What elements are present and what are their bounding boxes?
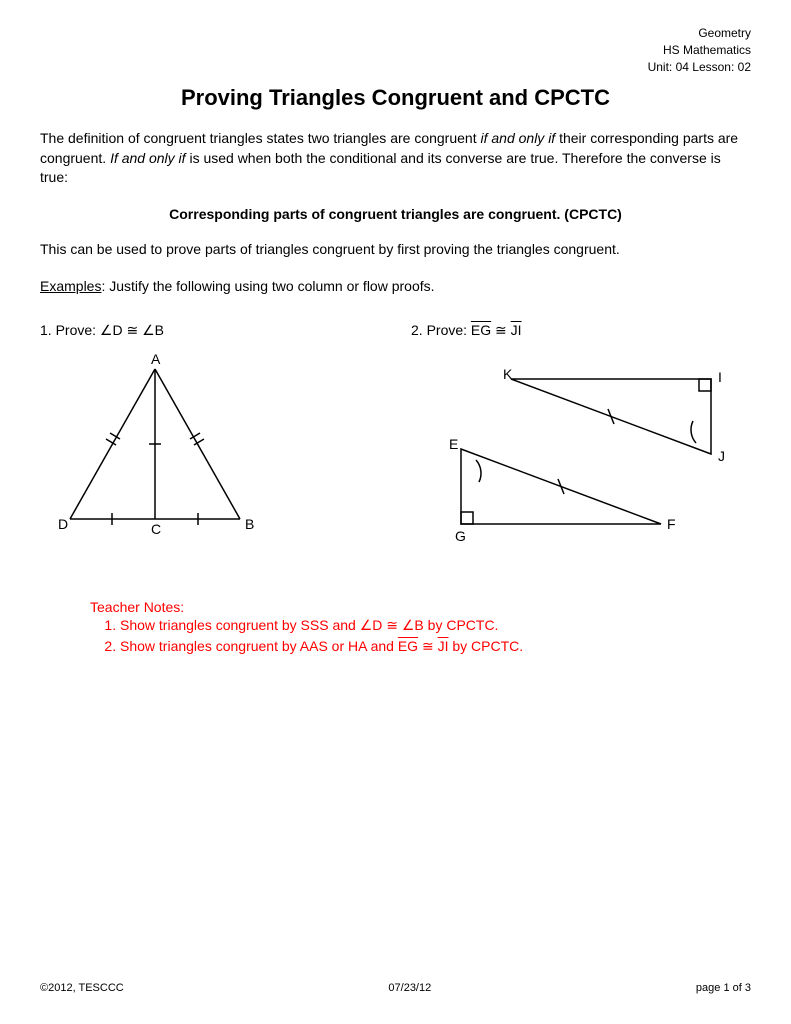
triangle-diagram-2: K I J E G F bbox=[411, 349, 751, 569]
problems-row: 1. Prove: ∠D ≅ ∠B A D bbox=[40, 322, 751, 569]
problem-1: 1. Prove: ∠D ≅ ∠B A D bbox=[40, 322, 371, 569]
teacher-note-2-part2: by CPCTC. bbox=[448, 638, 523, 654]
footer-copyright: ©2012, TESCCC bbox=[40, 982, 124, 994]
triangle-diagram-1: A D C B bbox=[40, 349, 270, 549]
header-line2: HS Mathematics bbox=[648, 42, 751, 59]
intro-paragraph: The definition of congruent triangles st… bbox=[40, 129, 751, 188]
intro-italic-1: if and only if bbox=[480, 130, 555, 146]
intro-italic-2: If and only if bbox=[110, 150, 186, 166]
usage-text: This can be used to prove parts of trian… bbox=[40, 240, 751, 260]
teacher-note-1: Show triangles congruent by SSS and ∠D ≅… bbox=[120, 615, 751, 636]
header-meta: Geometry HS Mathematics Unit: 04 Lesson:… bbox=[648, 25, 751, 75]
examples-text: : Justify the following using two column… bbox=[101, 278, 434, 294]
vertex-E: E bbox=[449, 436, 458, 452]
teacher-note-2-cong: ≅ bbox=[418, 638, 438, 654]
vertex-J: J bbox=[718, 448, 725, 464]
problem-2-seg2: JI bbox=[511, 322, 522, 338]
page-title: Proving Triangles Congruent and CPCTC bbox=[40, 85, 751, 111]
vertex-B: B bbox=[245, 516, 254, 532]
teacher-note-2-seg1: EG bbox=[398, 638, 418, 654]
examples-line: Examples: Justify the following using tw… bbox=[40, 277, 751, 297]
teacher-note-2-part1: Show triangles congruent by AAS or HA an… bbox=[120, 638, 398, 654]
problem-2-prefix: 2. Prove: bbox=[411, 322, 471, 338]
intro-text-1: The definition of congruent triangles st… bbox=[40, 130, 480, 146]
vertex-C: C bbox=[151, 521, 161, 537]
footer-date: 07/23/12 bbox=[388, 982, 431, 994]
cpctc-statement: Corresponding parts of congruent triangl… bbox=[40, 206, 751, 222]
teacher-note-2-seg2: JI bbox=[438, 638, 449, 654]
examples-label: Examples bbox=[40, 278, 101, 294]
footer-page: page 1 of 3 bbox=[696, 982, 751, 994]
problem-2: 2. Prove: EG ≅ JI K bbox=[411, 322, 751, 569]
vertex-G: G bbox=[455, 528, 466, 544]
teacher-notes-heading: Teacher Notes: bbox=[90, 599, 751, 615]
teacher-note-2: Show triangles congruent by AAS or HA an… bbox=[120, 636, 751, 657]
problem-2-cong: ≅ bbox=[491, 322, 511, 338]
header-line3: Unit: 04 Lesson: 02 bbox=[648, 59, 751, 76]
vertex-F: F bbox=[667, 516, 676, 532]
problem-2-seg1: EG bbox=[471, 322, 491, 338]
problem-2-statement: 2. Prove: EG ≅ JI bbox=[411, 322, 751, 339]
problem-1-statement: 1. Prove: ∠D ≅ ∠B bbox=[40, 322, 371, 339]
vertex-A: A bbox=[151, 351, 161, 367]
header-line1: Geometry bbox=[648, 25, 751, 42]
teacher-notes: Teacher Notes: Show triangles congruent … bbox=[90, 599, 751, 657]
vertex-I: I bbox=[718, 369, 722, 385]
page-footer: ©2012, TESCCC 07/23/12 page 1 of 3 bbox=[40, 982, 751, 994]
vertex-D: D bbox=[58, 516, 68, 532]
vertex-K: K bbox=[503, 366, 513, 382]
